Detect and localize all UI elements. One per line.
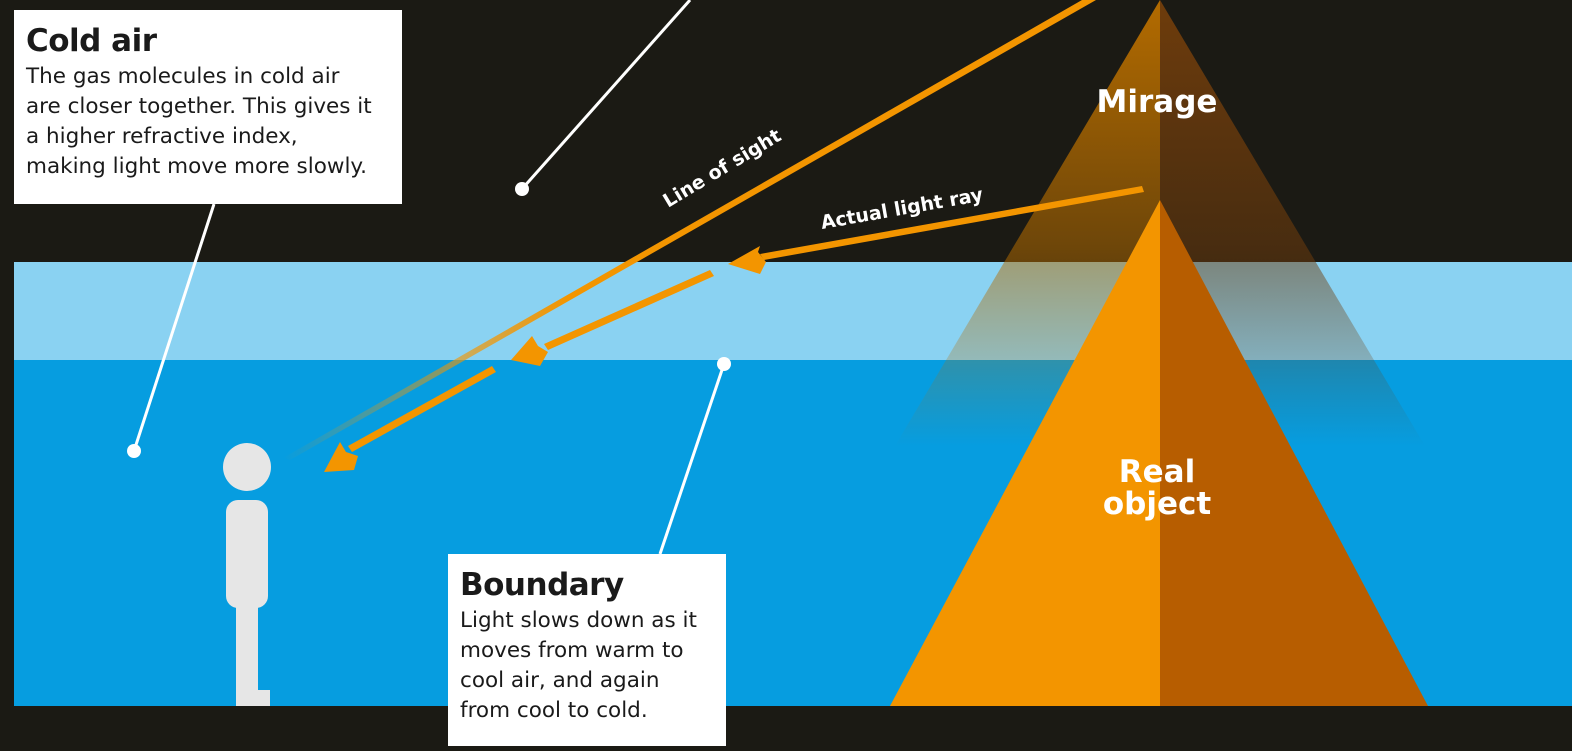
line-of-sight-ray	[283, 0, 1096, 460]
actual-light-ray	[324, 186, 1144, 472]
real-object-label-line1: Real	[1119, 454, 1195, 490]
warm-air-leader	[515, 0, 692, 196]
boundary-title: Boundary	[460, 567, 624, 603]
real-object-label-line2: object	[1103, 486, 1212, 522]
boundary-description: Light slows down as it moves from warm t…	[460, 608, 697, 723]
mirage-label: Mirage	[1097, 84, 1218, 120]
real-object-pyramid	[890, 200, 1428, 706]
cold-air-description: The gas molecules in cold air are closer…	[26, 64, 372, 179]
observer-figure	[223, 443, 271, 706]
actual-light-ray-label: Actual light ray	[819, 184, 985, 234]
boundary-callout: Boundary Light slows down as it moves fr…	[448, 554, 726, 746]
cold-air-leader	[127, 203, 216, 458]
cold-air-title: Cold air	[26, 23, 157, 59]
cold-air-callout: Cold air The gas molecules in cold air a…	[14, 10, 402, 204]
line-of-sight-label: Line of sight	[659, 125, 785, 213]
boundary-leader	[658, 357, 731, 555]
